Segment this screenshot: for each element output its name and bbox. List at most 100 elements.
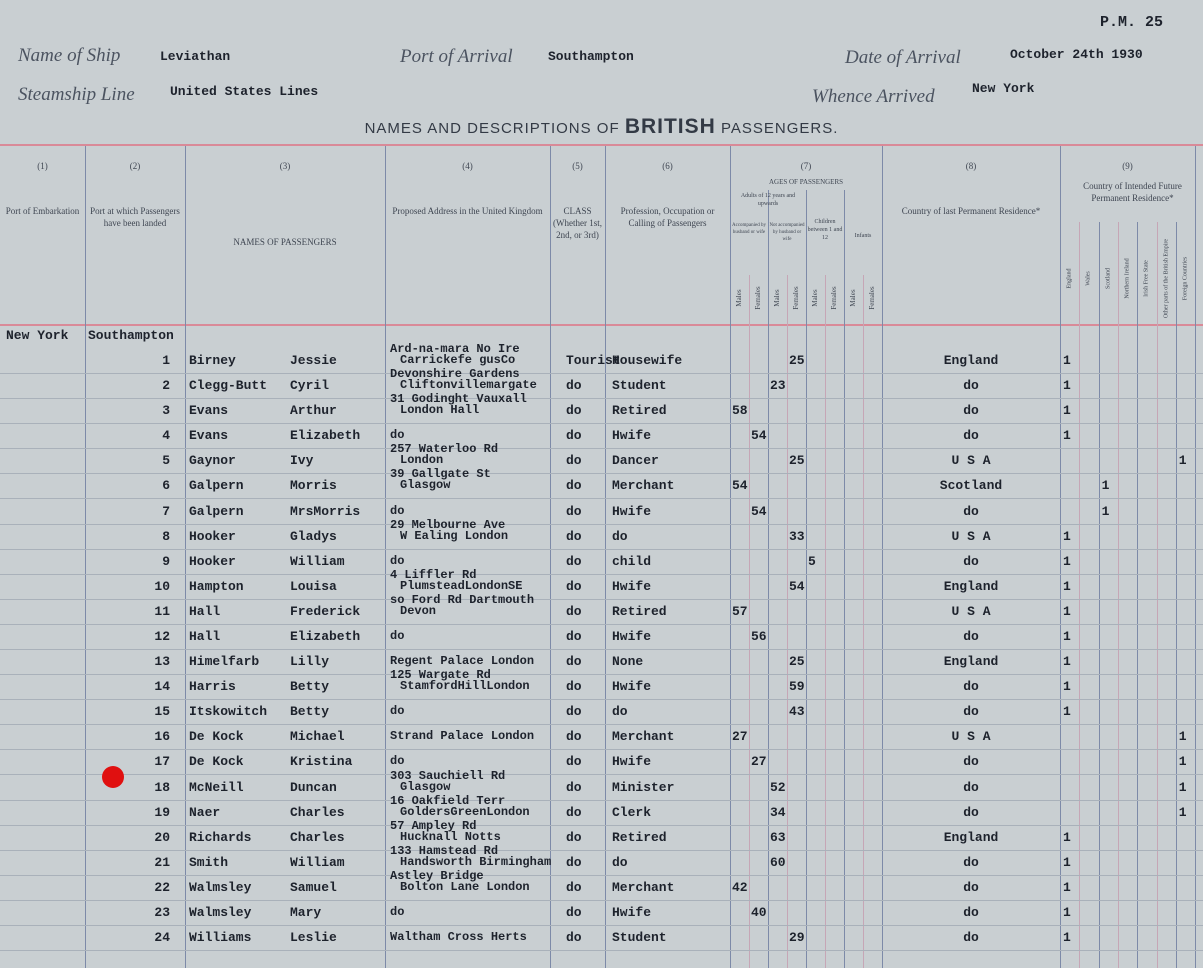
residence-mark: 1 <box>1063 905 1071 920</box>
column-number: (2) <box>129 161 141 171</box>
address: 125 Wargate Rd <box>390 668 491 682</box>
age: 56 <box>751 629 767 644</box>
row-rule <box>0 900 1203 901</box>
row-rule <box>0 774 1203 775</box>
address: Glasgow <box>400 780 451 794</box>
column-number: (7) <box>800 161 812 171</box>
surname: Hampton <box>189 579 244 594</box>
given-name: Arthur <box>290 403 337 418</box>
surname: Smith <box>189 855 229 870</box>
last-residence: do <box>963 554 979 569</box>
occupation: Retired <box>612 830 667 845</box>
page-ref: P.M. 25 <box>1100 14 1164 31</box>
column-number: (4) <box>462 161 473 171</box>
address: W Ealing London <box>400 529 509 543</box>
row-rule <box>0 850 1203 851</box>
column-number: (3) <box>279 161 291 171</box>
address: 257 Waterloo Rd <box>390 442 499 456</box>
last-residence: do <box>963 754 979 769</box>
age-sex: Females <box>754 286 762 310</box>
class: do <box>566 478 582 493</box>
occupation: Dancer <box>612 453 659 468</box>
residence-mark: 1 <box>1063 403 1071 418</box>
address: so Ford Rd Dartmouth <box>390 593 535 607</box>
address: 16 Oakfield Terr <box>390 794 506 808</box>
row-number: 17 <box>154 754 170 769</box>
occupation: Hwife <box>612 905 652 920</box>
last-residence: do <box>963 629 979 644</box>
row-rule <box>0 649 1203 650</box>
residence-rule <box>1137 222 1139 968</box>
class: do <box>566 654 582 669</box>
row-number: 21 <box>154 855 170 870</box>
age-sex: Females <box>830 286 838 310</box>
surname: Clegg-Butt <box>189 378 268 393</box>
column-rule <box>1060 146 1061 968</box>
occupation: Student <box>612 378 667 393</box>
address: Regent Palace London <box>390 654 535 668</box>
age: 25 <box>789 453 805 468</box>
age: 54 <box>789 579 805 594</box>
given-name: Charles <box>290 830 345 845</box>
age-rule <box>844 190 845 968</box>
age: 58 <box>732 403 748 418</box>
ink-dot <box>102 766 124 788</box>
residence-country: Scotland <box>1105 268 1112 289</box>
class: do <box>566 830 582 845</box>
occupation: Hwife <box>612 629 652 644</box>
age: 23 <box>770 378 786 393</box>
given-name: Betty <box>290 704 330 719</box>
residence-mark: 1 <box>1063 830 1071 845</box>
surname: Galpern <box>189 504 244 519</box>
address: Handsworth Birmingham <box>400 855 552 869</box>
row-number: 10 <box>154 579 170 594</box>
address: do <box>390 554 405 568</box>
age-rule <box>806 190 807 968</box>
column-rule <box>85 146 86 968</box>
row-number: 22 <box>154 880 170 895</box>
column-label: CLASS (Whether 1st, 2nd, or 3rd) <box>553 206 602 240</box>
field-label: Port of Arrival <box>400 46 513 67</box>
residence-mark: 1 <box>1063 855 1071 870</box>
column-label: NAMES OF PASSENGERS <box>233 237 337 247</box>
age: 59 <box>789 679 805 694</box>
residence-country: Irish Free State <box>1143 260 1150 297</box>
address: Glasgow <box>400 478 451 492</box>
residence-country: Northern Ireland <box>1124 258 1131 299</box>
last-residence: U S A <box>951 729 991 744</box>
last-residence: do <box>963 428 979 443</box>
class: do <box>566 880 582 895</box>
residence-mark: 1 <box>1178 805 1187 820</box>
address: StamfordHillLondon <box>400 679 530 693</box>
field-label: Whence Arrived <box>812 86 935 107</box>
title-emphasis: BRITISH <box>624 115 716 138</box>
column-label: Country of last Permanent Residence* <box>901 206 1041 216</box>
surname: Itskowitch <box>189 704 268 719</box>
surname: McNeill <box>189 780 244 795</box>
surname: Walmsley <box>189 880 252 895</box>
row-rule <box>0 448 1203 449</box>
age-group: Not accompanied by husband or wife <box>769 223 805 242</box>
given-name: Ivy <box>290 453 314 468</box>
given-name: William <box>290 554 345 569</box>
residence-mark: 1 <box>1063 529 1071 544</box>
residence-rule <box>1175 222 1177 968</box>
surname: Birney <box>189 353 236 368</box>
row-rule <box>0 624 1203 625</box>
row-number: 8 <box>162 529 170 544</box>
age: 43 <box>789 704 805 719</box>
age-rule <box>825 275 826 968</box>
last-residence: do <box>963 880 979 895</box>
class: do <box>566 629 582 644</box>
class: do <box>566 805 582 820</box>
residence-mark: 1 <box>1063 654 1071 669</box>
last-residence: U S A <box>951 604 991 619</box>
age: 25 <box>789 353 805 368</box>
last-residence: England <box>943 579 999 594</box>
last-residence: do <box>963 679 979 694</box>
last-residence: do <box>963 930 979 945</box>
given-name: Duncan <box>290 780 337 795</box>
surname: Hall <box>189 629 221 644</box>
last-residence: England <box>943 830 999 845</box>
age-group: Children between 1 and 12 <box>807 219 843 241</box>
